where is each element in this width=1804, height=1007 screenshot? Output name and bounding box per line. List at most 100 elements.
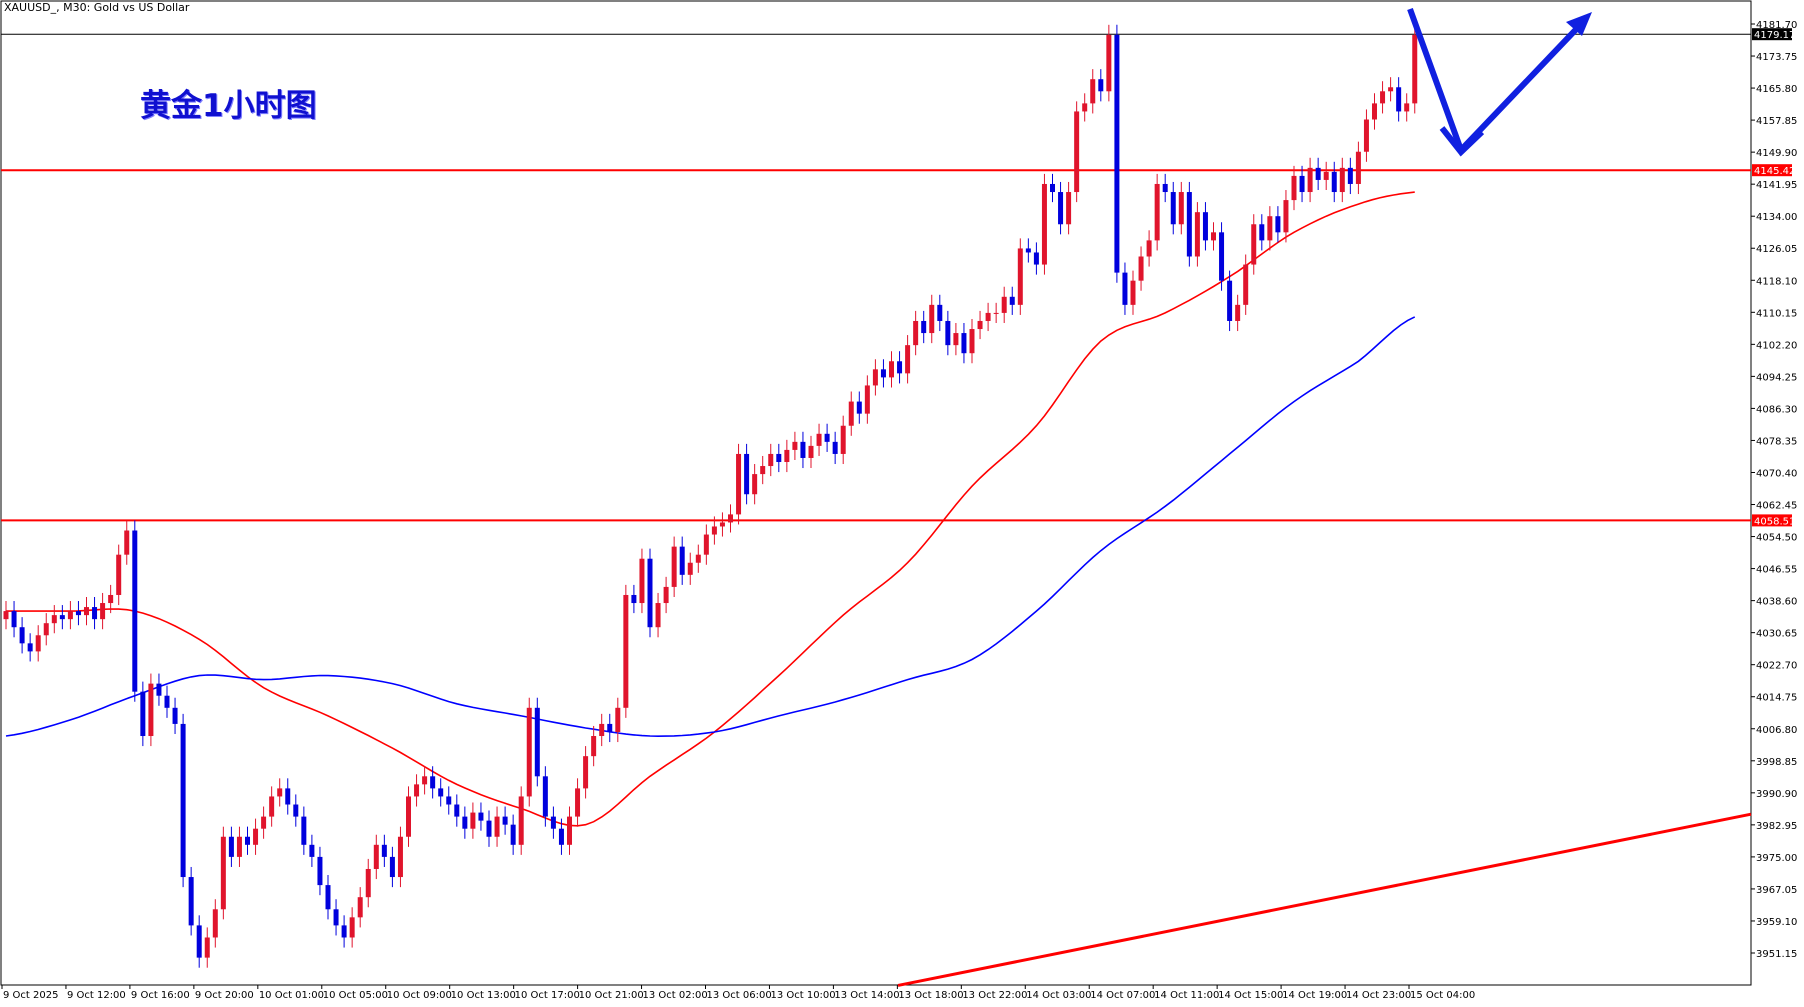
candle-body <box>591 736 597 757</box>
candle <box>333 899 339 936</box>
candle-body <box>752 474 758 495</box>
candle <box>856 391 862 424</box>
candle <box>494 806 500 847</box>
candle <box>180 713 186 888</box>
candle <box>1114 24 1120 283</box>
candle-body <box>824 433 830 442</box>
y-tick-label: 4022.70 <box>1756 661 1797 672</box>
candle <box>1050 173 1055 203</box>
y-tick-label: 4014.75 <box>1756 693 1797 704</box>
candle-body <box>3 611 9 620</box>
candle-body <box>502 816 508 825</box>
y-tick-label: 4046.55 <box>1756 565 1797 576</box>
level-price-tag <box>1752 164 1792 177</box>
candle-body <box>438 788 444 797</box>
candle <box>792 431 798 460</box>
candle <box>35 625 41 662</box>
x-tick-label: 14 Oct 19:00 <box>1282 990 1347 1001</box>
y-tick-label: 3982.95 <box>1756 821 1797 832</box>
candle-body <box>132 530 138 692</box>
candle <box>204 927 210 968</box>
candle-body <box>1267 216 1273 241</box>
candle-body <box>494 816 500 837</box>
candle <box>75 601 81 626</box>
candle-body <box>43 623 49 636</box>
candle <box>1001 286 1007 323</box>
candle <box>253 818 259 855</box>
candle <box>124 520 130 565</box>
candle-body <box>75 611 81 616</box>
candle-body <box>711 526 717 535</box>
candle <box>357 887 363 928</box>
candle-body <box>27 643 33 652</box>
candle-body <box>1404 103 1410 112</box>
candle-body <box>880 369 886 378</box>
candle-body <box>913 320 919 346</box>
candle-body <box>1291 175 1297 201</box>
candle <box>1009 286 1015 315</box>
candle <box>140 681 146 747</box>
candle <box>422 766 428 795</box>
candle <box>921 310 927 344</box>
candle-body <box>140 691 146 737</box>
candle <box>752 464 758 505</box>
candle <box>59 605 65 630</box>
candle <box>583 746 589 799</box>
candle-body <box>1154 183 1160 241</box>
candle <box>27 633 33 662</box>
candle-body <box>59 615 65 620</box>
candle-body <box>341 925 347 938</box>
candle <box>397 826 403 888</box>
candle-body <box>703 534 709 555</box>
candle <box>454 794 460 827</box>
candle <box>478 802 484 831</box>
candle <box>591 725 597 767</box>
candle-body <box>1050 183 1055 193</box>
candle-body <box>623 594 629 708</box>
candle <box>1219 222 1225 291</box>
candle-body <box>301 816 307 845</box>
candle-body <box>1259 224 1265 241</box>
candle-body <box>542 776 548 817</box>
arrow-head-icon <box>1566 12 1592 36</box>
candle <box>977 310 983 340</box>
y-tick-label: 3990.90 <box>1756 789 1797 800</box>
candle-body <box>1009 296 1015 305</box>
candle <box>1307 157 1313 203</box>
candle-body <box>768 453 774 467</box>
candle-body <box>1219 232 1225 281</box>
candle <box>897 351 903 384</box>
candle-body <box>1130 280 1136 305</box>
candle-body <box>961 333 967 354</box>
candle <box>703 524 709 565</box>
x-tick-label: 15 Oct 04:00 <box>1410 990 1475 1001</box>
candle <box>1275 206 1281 243</box>
candle <box>365 858 371 908</box>
y-tick-label: 4038.60 <box>1756 597 1797 608</box>
candle <box>695 544 701 573</box>
candle <box>67 601 73 630</box>
plot-border <box>0 0 1752 986</box>
candle-body <box>357 897 363 918</box>
x-tick-label: 13 Oct 22:00 <box>962 990 1027 1001</box>
candle-body <box>406 796 411 837</box>
candle <box>1299 165 1305 203</box>
candle-body <box>1098 79 1104 92</box>
candle-body <box>228 836 234 857</box>
candle <box>196 915 202 968</box>
candle-body <box>11 611 17 628</box>
candle <box>172 697 178 734</box>
candle-body <box>1025 248 1031 253</box>
candle <box>438 778 444 807</box>
candle <box>687 552 693 585</box>
candle <box>961 322 967 364</box>
candle <box>1243 254 1249 315</box>
x-tick-label: 13 Oct 06:00 <box>707 990 772 1001</box>
candle <box>1323 161 1329 191</box>
candle-body <box>454 804 460 817</box>
candle <box>1315 157 1321 191</box>
candle-body <box>639 558 645 604</box>
candle <box>1041 173 1047 275</box>
candle <box>1396 77 1402 122</box>
